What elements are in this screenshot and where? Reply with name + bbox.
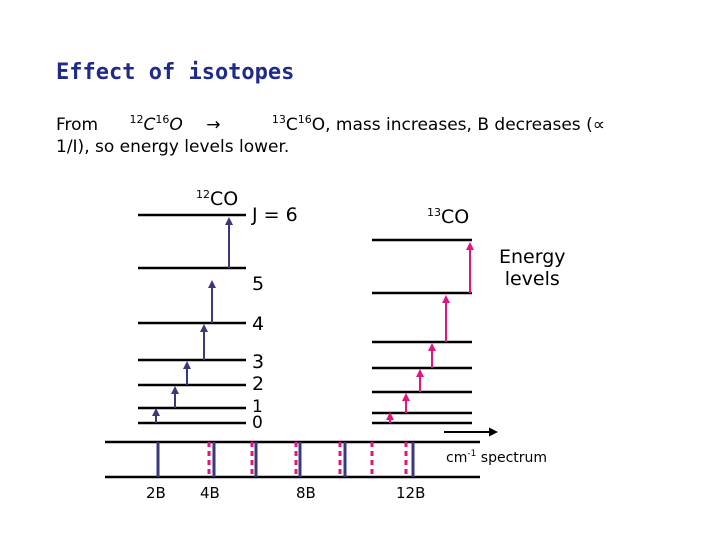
from-word: From [56, 115, 99, 135]
co12-spectral-lines [156, 442, 415, 477]
energy-levels-label-line1: Energy [499, 246, 566, 268]
iso2-mass-o: 16 [297, 113, 312, 126]
iso2-c: C [285, 115, 298, 135]
spectrum-label-unit: cm [446, 450, 468, 466]
co13-transitions [386, 242, 474, 423]
co12-mass: 12 [196, 188, 210, 201]
j-label-5: 5 [252, 273, 265, 295]
j-label-2: 2 [252, 373, 265, 395]
energy-levels-label-line2: levels [504, 268, 560, 290]
spectrum-label-rest: spectrum [476, 450, 548, 466]
spectrum-label: cm-1 spectrum [446, 449, 547, 466]
co13-spectral-lines [207, 442, 408, 477]
j-label-3: 3 [252, 351, 265, 373]
co13-name: CO [441, 206, 470, 228]
iso2-rest: O, mass increases, B decreases (∝ [311, 115, 605, 135]
co12-label: 12CO [196, 188, 238, 210]
iso1-c: C [143, 115, 156, 135]
j-label-0: 0 [252, 413, 263, 433]
j-label-6: J = 6 [252, 204, 298, 226]
iso1-mass-c: 12 [129, 113, 144, 126]
co13-label: 13CO [427, 206, 469, 228]
co12-name: CO [210, 188, 239, 210]
slide-title: Effect of isotopes [56, 60, 295, 85]
j-label-4: 4 [252, 313, 265, 335]
spectrum-line-label-12b: 12B [396, 484, 426, 502]
spectrum-baselines [105, 440, 480, 479]
iso2-mass-c: 13 [271, 113, 286, 126]
spectrum-line-label-4b: 4B [200, 484, 220, 502]
co13-levels [372, 238, 472, 425]
arrow-symbol: → [206, 115, 221, 135]
energy-levels-label: Energy levels [499, 246, 566, 290]
iso1-mass-o: 16 [155, 113, 170, 126]
iso1-o: O [169, 115, 183, 135]
spectrum-label-sup: -1 [467, 449, 477, 459]
description-line-1: From 12C16O → 13C16O, mass increases, B … [56, 113, 605, 135]
co13-mass: 13 [427, 206, 441, 219]
co12-transitions [152, 217, 233, 423]
spectrum-line-label-8b: 8B [296, 484, 316, 502]
spectrum-line-label-2b: 2B [146, 484, 166, 502]
j-label-1: 1 [252, 397, 263, 417]
description-line-2: 1/I), so energy levels lower. [56, 137, 290, 157]
